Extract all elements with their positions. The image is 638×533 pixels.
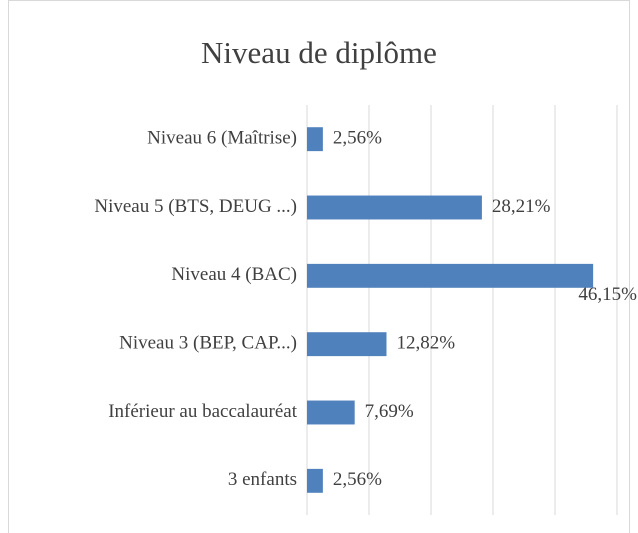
bar — [307, 195, 482, 220]
data-label: 2,56% — [333, 469, 382, 490]
data-label: 2,56% — [333, 128, 382, 149]
y-tick-label: Inférieur au baccalauréat — [108, 401, 298, 422]
y-tick-label: Niveau 5 (BTS, DEUG ...) — [94, 196, 297, 217]
data-label: 7,69% — [365, 401, 414, 422]
bar — [307, 263, 594, 288]
bar — [307, 400, 355, 425]
y-tick-label: Niveau 3 (BEP, CAP...) — [119, 333, 297, 354]
y-tick-label: Niveau 4 (BAC) — [171, 264, 297, 285]
bar — [307, 468, 323, 493]
y-tick-label: 3 enfants — [228, 469, 297, 490]
bar — [307, 332, 387, 357]
bar — [307, 127, 323, 152]
data-label: 46,15% — [578, 284, 637, 305]
data-label: 28,21% — [492, 196, 551, 217]
chart-title: Niveau de diplôme — [201, 35, 437, 70]
data-label: 12,82% — [396, 333, 455, 354]
y-tick-label: Niveau 6 (Maîtrise) — [147, 128, 297, 149]
